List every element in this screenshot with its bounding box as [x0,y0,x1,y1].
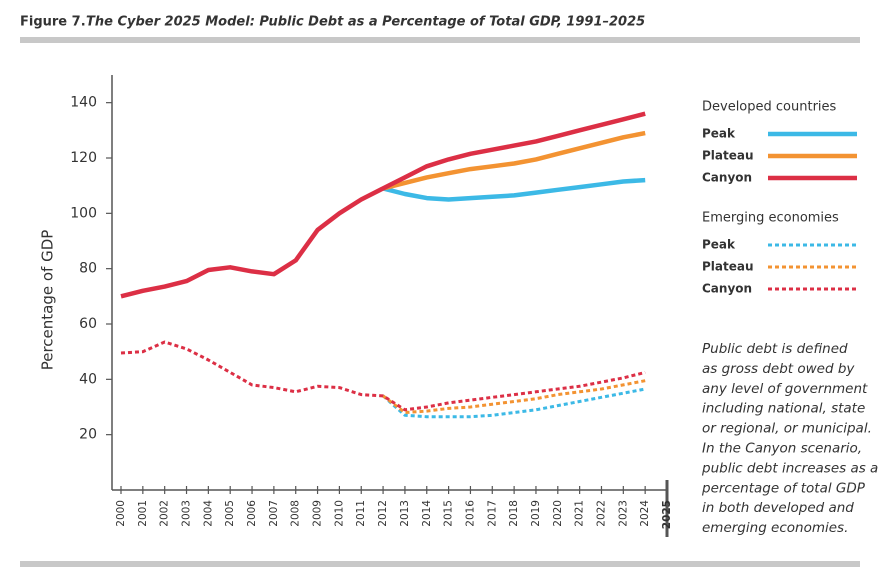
x-tick-label: 2013 [399,500,411,527]
x-tick-label: 2011 [355,500,367,527]
legend-label: Plateau [702,260,754,274]
x-tick-label: 2016 [464,500,476,527]
top-rule [20,37,860,43]
x-tick-label: 2008 [290,500,302,527]
y-tick-label: 40 [79,371,97,387]
x-tick-label: 2010 [333,500,345,527]
x-tick-label: 2009 [312,500,324,527]
legend-label: Peak [702,238,736,252]
x-tick-label: 2015 [443,500,455,527]
series-line [382,177,646,202]
legend-label: Canyon [702,171,752,185]
x-tick-label: 2001 [137,500,149,527]
x-tick-label: 2018 [508,500,520,527]
y-tick-label: 20 [79,427,97,443]
legend-group-title: Developed countries [702,100,837,115]
x-tick-label: 2019 [530,500,542,527]
y-tick-label: 60 [79,316,97,332]
x-tick-label: 2000 [115,500,127,527]
x-tick-label: 2004 [202,500,214,527]
x-tick-label: 2024 [639,500,651,527]
legend-group-title: Emerging economies [702,211,839,226]
y-axis-label: Percentage of GDP [39,230,57,371]
x-tick-label: 2021 [574,500,586,527]
x-tick-label: 2005 [224,500,236,527]
legend-label: Canyon [702,282,752,296]
x-tick-label: 2022 [595,500,607,527]
annotation: any level of government [702,381,868,397]
y-tick-label: 100 [70,205,97,221]
x-tick-label: 2020 [552,500,564,527]
y-tick-label: 80 [79,261,97,277]
annotation: as gross debt owed by [702,361,855,377]
series-line [120,340,646,412]
y-tick-label: 140 [70,95,97,111]
x-tick-label: 2012 [377,500,389,527]
annotation: In the Canyon scenario, [702,441,862,457]
x-tick-label: 2025 [661,500,673,529]
chart-title: The Cyber 2025 Model: Public Debt as a P… [86,15,645,30]
x-tick-label: 2023 [617,500,629,527]
annotation: emerging economies. [702,520,848,536]
legend-label: Peak [702,127,736,141]
annotation: Public debt is defined [702,341,848,357]
series-line [382,379,646,414]
bottom-rule [20,561,860,567]
annotation: public debt increases as a [701,460,878,476]
annotation: or regional, or municipal. [702,421,872,437]
x-tick-label: 2002 [159,500,171,527]
legend-label: Plateau [702,149,754,163]
annotation: in both developed and [702,500,854,516]
x-tick-label: 2017 [486,500,498,527]
series-line [120,111,646,299]
x-tick-label: 2014 [421,500,433,527]
y-tick-label: 120 [70,150,97,166]
series-line [382,387,646,419]
series-line [382,130,646,191]
x-tick-label: 2006 [246,500,258,527]
annotation: including national, state [702,401,865,417]
x-tick-label: 2003 [181,500,193,527]
x-tick-label: 2007 [268,500,280,527]
annotation: percentage of total GDP [701,480,866,496]
figure-label: Figure 7. [20,15,86,30]
